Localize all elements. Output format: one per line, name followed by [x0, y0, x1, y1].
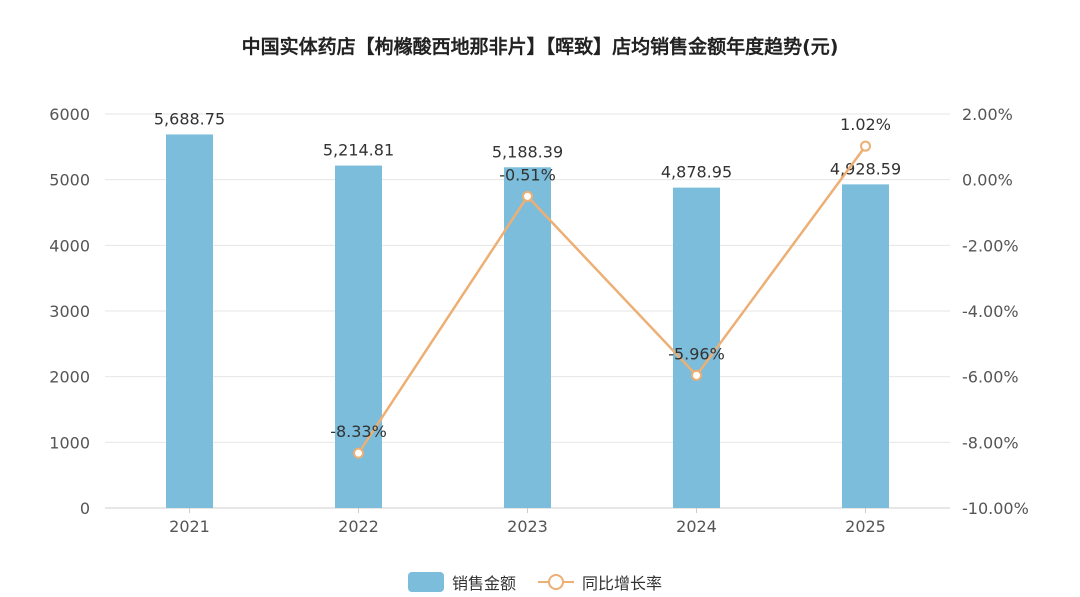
y-left-tick-label: 1000 — [49, 433, 90, 452]
y-left-tick-label: 5000 — [49, 171, 90, 190]
legend-label-sales: 销售金额 — [452, 574, 517, 593]
y-right-tick-label: 0.00% — [962, 171, 1013, 190]
bar — [842, 184, 889, 508]
legend: 销售金额 同比增长率 — [0, 570, 1080, 596]
legend-swatch-sales — [408, 572, 444, 592]
y-left-tick-label: 3000 — [49, 302, 90, 321]
y-right-tick-label: 2.00% — [962, 105, 1013, 124]
y-right-tick-label: -6.00% — [962, 368, 1019, 387]
growth-point — [691, 369, 702, 381]
legend-item-sales[interactable]: 销售金额 — [408, 570, 516, 594]
legend-label-growth: 同比增长率 — [582, 574, 663, 593]
bar-data-label: 4,928.59 — [830, 159, 901, 178]
chart-title: 中国实体药店【枸橼酸西地那非片】【晖致】店均销售金额年度趋势(元) — [241, 36, 839, 58]
y-right-tick-label: -4.00% — [962, 302, 1019, 321]
bar — [504, 167, 551, 509]
bar-data-label: 5,688.75 — [154, 109, 225, 128]
y-right-tick-label: -10.00% — [962, 499, 1029, 518]
growth-point — [860, 140, 871, 152]
growth-data-label: -8.33% — [330, 422, 387, 441]
y-right-tick-label: -2.00% — [962, 236, 1019, 255]
y-left-tick-label: 2000 — [49, 368, 90, 387]
growth-point — [353, 447, 364, 459]
bar-data-label: 4,878.95 — [661, 163, 732, 182]
x-tick-label: 2021 — [169, 517, 210, 536]
x-tick-label: 2023 — [507, 517, 548, 536]
growth-data-label: -5.96% — [668, 344, 725, 363]
bar — [673, 187, 720, 509]
x-tick-label: 2025 — [845, 517, 886, 536]
x-tick-label: 2024 — [676, 517, 717, 536]
y-left-tick-label: 6000 — [49, 105, 90, 124]
growth-data-label: -0.51% — [499, 165, 556, 184]
bar — [166, 134, 213, 508]
legend-item-growth[interactable]: 同比增长率 — [538, 570, 662, 594]
y-right-tick-label: -8.00% — [962, 433, 1019, 452]
growth-data-label: 1.02% — [840, 115, 891, 134]
x-tick-label: 2022 — [338, 517, 379, 536]
bar-data-label: 5,188.39 — [492, 142, 563, 161]
growth-line — [357, 145, 867, 454]
legend-line-growth-icon — [538, 572, 574, 592]
growth-point — [522, 190, 533, 202]
y-left-tick-label: 0 — [80, 499, 90, 518]
bar-data-label: 5,214.81 — [323, 141, 394, 160]
y-left-tick-label: 4000 — [49, 236, 90, 255]
